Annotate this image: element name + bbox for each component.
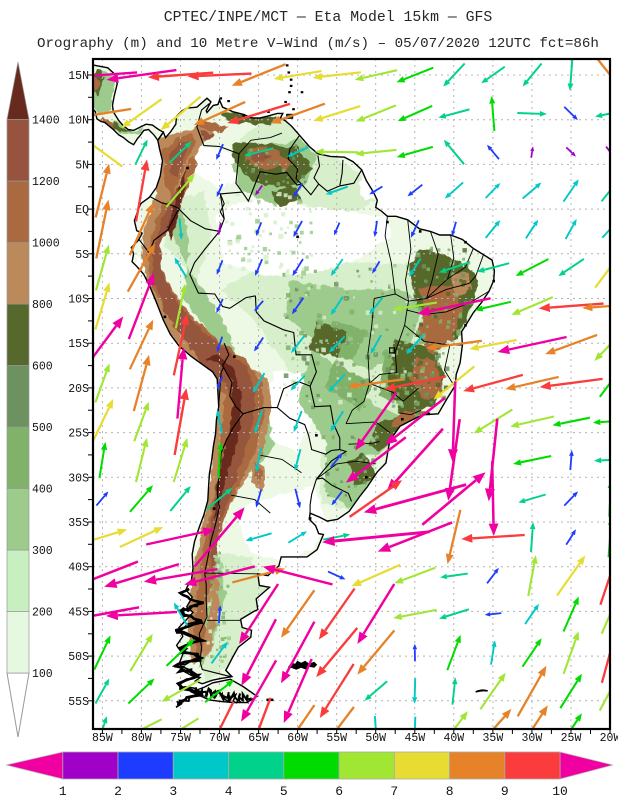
svg-text:25S: 25S <box>68 428 89 441</box>
svg-text:35W: 35W <box>483 732 504 745</box>
svg-text:10S: 10S <box>68 294 89 307</box>
svg-text:EQ: EQ <box>75 204 89 217</box>
svg-text:35S: 35S <box>68 517 89 530</box>
svg-text:30S: 30S <box>68 472 89 485</box>
svg-text:45S: 45S <box>68 606 89 619</box>
svg-text:55W: 55W <box>326 732 347 745</box>
svg-text:75W: 75W <box>170 732 191 745</box>
svg-text:50S: 50S <box>68 651 89 664</box>
svg-text:20W: 20W <box>600 732 618 745</box>
svg-text:1: 1 <box>59 784 67 799</box>
svg-text:3: 3 <box>169 784 177 799</box>
svg-text:1200: 1200 <box>32 176 60 189</box>
svg-text:80W: 80W <box>131 732 152 745</box>
svg-text:1000: 1000 <box>32 238 60 251</box>
svg-text:15N: 15N <box>68 70 89 83</box>
svg-text:45W: 45W <box>404 732 425 745</box>
svg-text:6: 6 <box>335 784 343 799</box>
svg-text:25W: 25W <box>561 732 582 745</box>
svg-text:60W: 60W <box>287 732 308 745</box>
svg-text:300: 300 <box>32 545 53 558</box>
svg-text:40S: 40S <box>68 562 89 575</box>
svg-text:400: 400 <box>32 484 53 497</box>
svg-text:85W: 85W <box>92 732 113 745</box>
svg-text:8: 8 <box>446 784 454 799</box>
svg-text:9: 9 <box>501 784 509 799</box>
svg-text:5: 5 <box>280 784 288 799</box>
svg-text:10N: 10N <box>68 115 89 128</box>
svg-text:55S: 55S <box>68 696 89 709</box>
svg-text:5S: 5S <box>75 249 89 262</box>
svg-text:50W: 50W <box>365 732 386 745</box>
svg-text:800: 800 <box>32 299 53 312</box>
svg-text:500: 500 <box>32 422 53 435</box>
svg-text:65W: 65W <box>248 732 269 745</box>
svg-text:CPTEC/INPE/MCT — Eta Model 15: CPTEC/INPE/MCT — Eta Model 15km — GFS <box>164 10 493 26</box>
svg-text:7: 7 <box>390 784 398 799</box>
svg-text:20S: 20S <box>68 383 89 396</box>
svg-text:Orography (m) and 10 Metre V–W: Orography (m) and 10 Metre V–Wind (m/s) … <box>37 36 599 52</box>
svg-text:40W: 40W <box>443 732 464 745</box>
svg-text:70W: 70W <box>209 732 230 745</box>
svg-text:2: 2 <box>114 784 122 799</box>
svg-text:15S: 15S <box>68 338 89 351</box>
svg-text:600: 600 <box>32 361 53 374</box>
svg-text:200: 200 <box>32 607 53 620</box>
svg-text:1400: 1400 <box>32 115 60 128</box>
svg-text:5N: 5N <box>75 159 89 172</box>
svg-text:10: 10 <box>552 784 568 799</box>
svg-text:30W: 30W <box>522 732 543 745</box>
svg-text:4: 4 <box>225 784 233 799</box>
svg-text:100: 100 <box>32 668 53 681</box>
